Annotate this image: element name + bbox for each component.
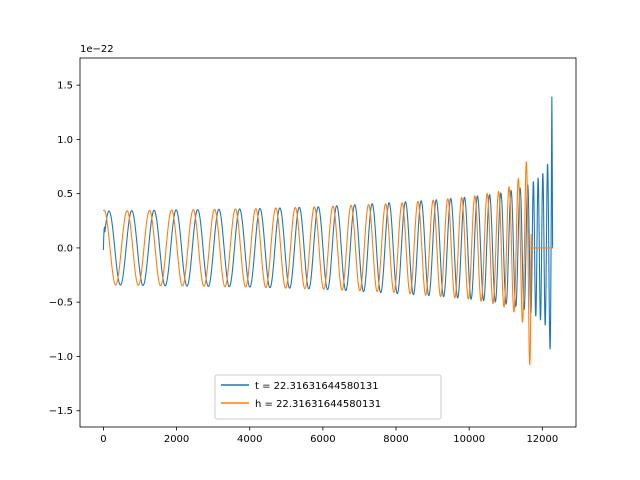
x-tick-label: 2000 <box>164 434 189 445</box>
x-tick-label: 10000 <box>453 434 485 445</box>
axes-frame <box>79 57 577 428</box>
y-tick-label: −0.5 <box>49 298 73 309</box>
legend: t = 22.31631644580131 h = 22.31631644580… <box>214 374 442 420</box>
y-offset-text: 1e−22 <box>80 44 114 55</box>
series-layer <box>102 96 554 367</box>
x-axis: 0 2000 4000 6000 8000 10000 12000 <box>100 427 558 445</box>
y-tick-label: 1.0 <box>57 135 73 146</box>
x-tick-label: 4000 <box>237 434 262 445</box>
series-t-line <box>102 96 554 350</box>
x-tick-label: 0 <box>100 434 106 445</box>
x-tick-label: 8000 <box>383 434 408 445</box>
y-tick-label: 0.0 <box>57 243 73 254</box>
series-h-line <box>102 160 554 367</box>
y-tick-label: 1.5 <box>57 81 73 92</box>
y-tick-label: −1.5 <box>49 406 73 417</box>
legend-label-h: h = 22.31631644580131 <box>255 399 381 410</box>
x-tick-label: 12000 <box>526 434 558 445</box>
legend-box <box>214 374 442 420</box>
y-tick-label: 0.5 <box>57 189 73 200</box>
x-tick-label: 6000 <box>310 434 335 445</box>
legend-label-t: t = 22.31631644580131 <box>255 381 379 392</box>
y-axis: −1.5 −1.0 −0.5 0.0 0.5 1.0 1.5 <box>49 81 80 417</box>
y-tick-label: −1.0 <box>49 352 73 363</box>
